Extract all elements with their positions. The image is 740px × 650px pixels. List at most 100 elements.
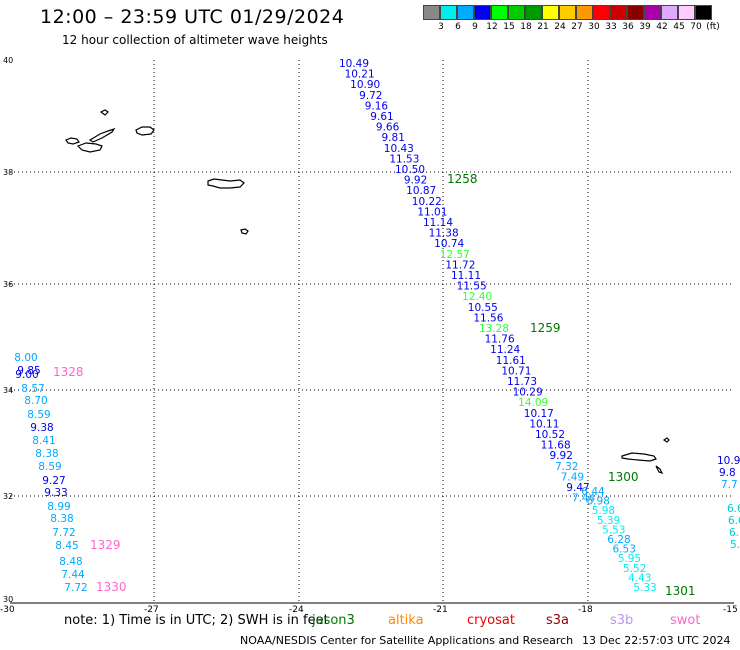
swh-value: 8.70 <box>24 395 47 407</box>
lon-label: -21 <box>433 605 448 615</box>
legend-swatch <box>474 5 491 20</box>
swh-value: 9.27 <box>42 475 65 487</box>
mission-altika: altika <box>388 613 424 628</box>
lon-label: -27 <box>144 605 159 615</box>
swh-value: 10.43 <box>384 143 414 155</box>
footer-credit: NOAA/NESDIS Center for Satellite Applica… <box>240 634 574 647</box>
legend-label: 9 <box>472 22 478 32</box>
swh-value: 6. <box>729 527 739 539</box>
legend-label: 21 <box>537 22 549 32</box>
legend-swatch <box>457 5 474 20</box>
legend-unit: (ft) <box>706 22 720 32</box>
swh-value: 5. <box>730 539 740 551</box>
legend-swatch <box>593 5 610 20</box>
swh-value: 4.43 <box>628 572 651 584</box>
legend-label: 15 <box>503 22 515 32</box>
footer-note: note: 1) Time is in UTC; 2) SWH is in fe… <box>64 613 329 628</box>
swh-value: 11.24 <box>490 344 520 356</box>
swh-value: 10.87 <box>406 185 436 197</box>
legend-label: 27 <box>571 22 583 32</box>
swh-value: 9.8 <box>719 467 736 479</box>
swh-value: 7.72 <box>64 582 87 594</box>
swh-value: 13.28 <box>479 323 509 335</box>
swh-value: 7.32 <box>555 461 578 473</box>
mission-swot: swot <box>670 613 701 628</box>
legend-swatch <box>661 5 678 20</box>
swh-value: 11.53 <box>389 153 419 165</box>
swh-value: 8.59 <box>27 409 50 421</box>
legend-swatch <box>627 5 644 20</box>
swh-value: 11.56 <box>473 312 503 324</box>
swh-value: 6.6 <box>727 503 740 515</box>
mission-jason3: jason3 <box>312 613 355 628</box>
swh-value: 11.76 <box>485 334 515 346</box>
legend-swatch <box>559 5 576 20</box>
swh-value: 9.16 <box>365 100 389 112</box>
swh-value: 9.92 <box>550 450 573 462</box>
swh-value: 5.53 <box>602 524 625 536</box>
legend-swatch <box>576 5 593 20</box>
lon-label: -30 <box>0 605 15 615</box>
swh-value: 7.49 <box>561 471 584 483</box>
swh-value: 9.72 <box>359 90 382 102</box>
legend-label: 24 <box>554 22 566 32</box>
pass-time-label: 1328 <box>53 365 84 379</box>
lat-label: 30 <box>3 595 13 604</box>
swh-value: 7.7 <box>721 479 738 491</box>
swh-value: 11.01 <box>417 206 447 218</box>
swh-tracks: 10.4910.2110.909.729.169.619.669.8110.43… <box>14 58 740 594</box>
legend-label: 70 <box>690 22 702 32</box>
swh-value: 9.85 <box>17 365 40 377</box>
legend-swatch <box>423 5 440 20</box>
swh-value: 10.21 <box>345 69 375 81</box>
swh-value: 10.49 <box>339 58 369 70</box>
legend-label: 42 <box>656 22 668 32</box>
pass-time-label: 1258 <box>447 172 478 186</box>
wave-height-legend: 3 6 9 12 15 18 21 24 27 30 33 36 39 42 45 70 (ft) <box>423 5 733 34</box>
swh-value: 10.74 <box>434 238 464 250</box>
legend-swatch <box>508 5 525 20</box>
swh-value: 10.90 <box>350 79 380 91</box>
legend-swatch <box>491 5 508 20</box>
swh-value: 10.11 <box>529 418 559 430</box>
swh-value: 8.00 <box>14 352 37 364</box>
swh-value: 9.33 <box>44 487 67 499</box>
swh-value: 5.39 <box>597 515 620 527</box>
legend-label: 33 <box>605 22 617 32</box>
swh-value: 6.98 <box>587 496 610 508</box>
swh-value: 12.57 <box>440 249 470 261</box>
lat-label: 40 <box>3 56 13 65</box>
legend-swatch <box>610 5 627 20</box>
mission-cryosat: cryosat <box>467 613 515 628</box>
swh-value: 10.71 <box>501 365 531 377</box>
swh-value: 10.22 <box>412 196 442 208</box>
map-title: 12:00 – 23:59 UTC 01/29/2024 <box>40 6 345 28</box>
swh-value: 8.38 <box>35 448 58 460</box>
swh-value: 8.99 <box>47 501 70 513</box>
swh-value: 8.57 <box>21 383 44 395</box>
swh-value: 5.52 <box>623 563 646 575</box>
lat-label: 38 <box>3 168 13 177</box>
swh-value: 10.55 <box>468 302 498 314</box>
swh-value: 10.9 <box>717 455 740 467</box>
legend-label: 18 <box>520 22 532 32</box>
swh-value: 8.38 <box>50 513 73 525</box>
swh-value: 10.17 <box>524 408 554 420</box>
swh-value: 8.45 <box>55 540 78 552</box>
pass-time-label: 1330 <box>96 580 127 594</box>
swh-value: 9.92 <box>404 175 427 187</box>
legend-label: 39 <box>639 22 651 32</box>
swh-value: 9.61 <box>370 111 393 123</box>
swh-value: 6.44 <box>581 486 605 498</box>
swh-value: 11.11 <box>451 270 481 282</box>
legend-label: 12 <box>486 22 498 32</box>
swh-value: 7.72 <box>52 527 75 539</box>
swh-value: 11.14 <box>423 217 453 229</box>
time-labels: 1258 1259 1300 1301 1328 1329 1330 <box>53 172 696 598</box>
legend-labels: 3 6 9 12 15 18 21 24 27 30 33 36 39 42 45 70 (ft) <box>423 20 733 34</box>
swh-value: 9.38 <box>30 422 53 434</box>
swh-value: 7.44 <box>572 493 596 505</box>
swh-value: 9.81 <box>382 132 405 144</box>
pass-time-label: 1259 <box>530 321 561 335</box>
swh-value: 11.73 <box>507 376 537 388</box>
